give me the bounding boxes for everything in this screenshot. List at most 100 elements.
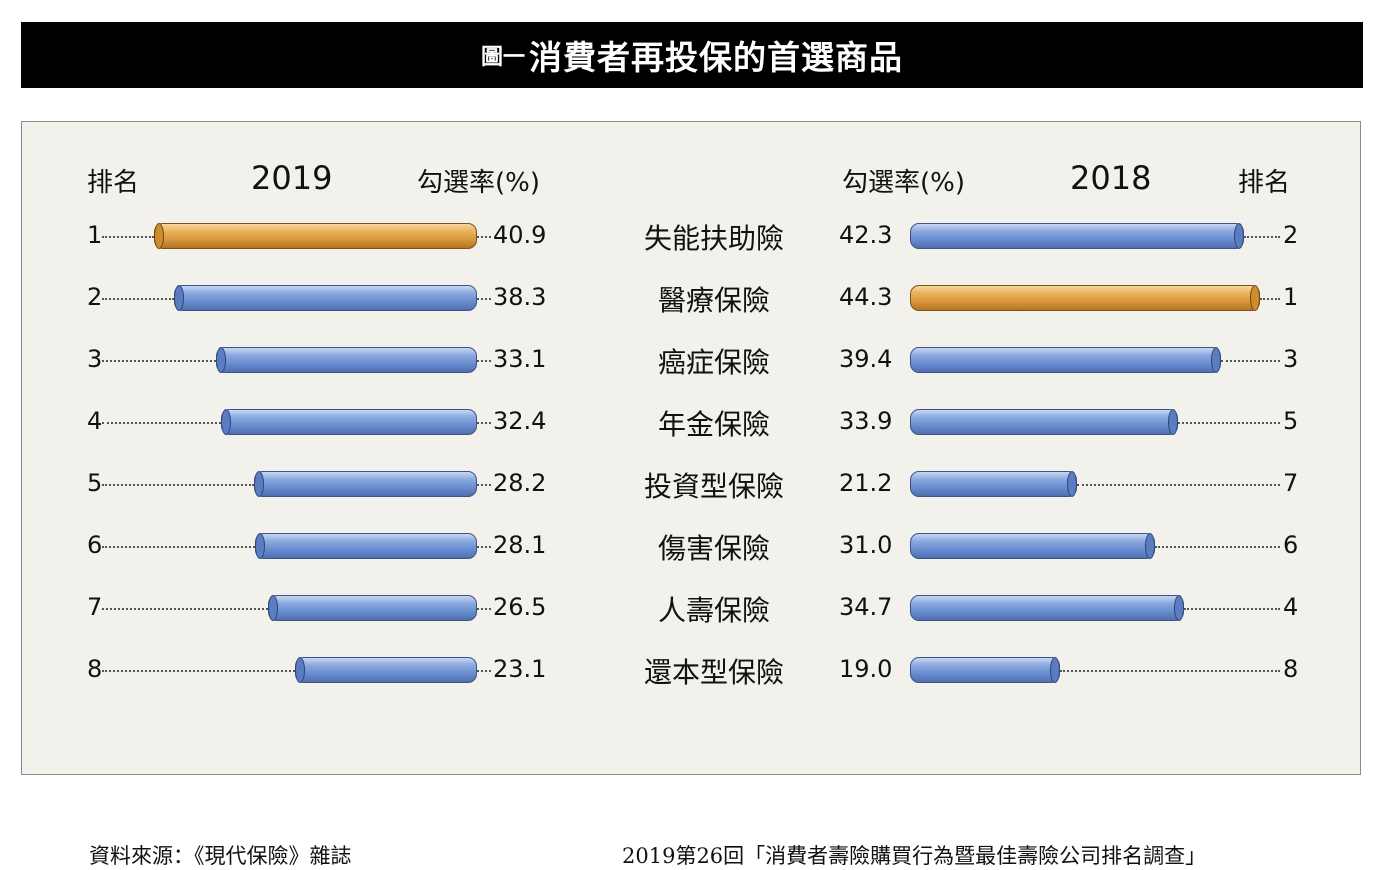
category-label: 失能扶助險 — [643, 222, 784, 255]
value-2018: 39.4 — [839, 345, 893, 373]
bar-cap — [1174, 595, 1185, 621]
leader-line — [477, 608, 491, 610]
leader-line — [477, 546, 491, 548]
leader-line — [102, 298, 175, 300]
title-bar: 圖一 消費者再投保的首選商品 — [21, 22, 1363, 88]
leader-line — [102, 422, 222, 424]
rank-2019: 7 — [87, 593, 103, 621]
bar-2018 — [910, 409, 1178, 435]
leader-line — [1221, 360, 1280, 362]
rank-2019: 8 — [87, 655, 103, 683]
bar-2018 — [910, 595, 1185, 621]
value-2018: 33.9 — [839, 407, 893, 435]
rank-2018: 4 — [1283, 593, 1299, 621]
category-label: 還本型保險 — [643, 656, 784, 689]
bar-cap — [1211, 347, 1222, 373]
bar-cap — [255, 533, 265, 559]
leader-line — [1244, 236, 1280, 238]
rank-2018: 2 — [1283, 221, 1299, 249]
leader-line — [477, 236, 491, 238]
value-2018: 42.3 — [839, 221, 893, 249]
bar-cap — [221, 409, 232, 435]
bar-2019 — [294, 657, 477, 683]
leader-line — [1259, 298, 1280, 300]
bar-2018 — [910, 285, 1260, 311]
leader-line — [1154, 546, 1280, 548]
value-2018: 31.0 — [839, 531, 893, 559]
bar-cap — [215, 347, 226, 373]
value-2019: 32.4 — [493, 407, 547, 435]
chart-panel: 排名 2019 勾選率(%) 勾選率(%) 2018 排名 1 40.9 失能扶助險… — [21, 121, 1361, 868]
leader-line — [477, 484, 491, 486]
bar-2018 — [910, 657, 1061, 683]
rank-2018: 8 — [1283, 655, 1299, 683]
value-2018: 34.7 — [839, 593, 893, 621]
bar-cap — [1249, 285, 1260, 311]
value-2019: 33.1 — [493, 345, 547, 373]
value-2019: 40.9 — [493, 221, 547, 249]
leader-line — [102, 608, 268, 610]
rank-header-right: 排名 — [1238, 168, 1291, 198]
rank-2018: 1 — [1283, 283, 1299, 311]
year-header-right: 2018 — [1070, 159, 1152, 197]
bar-2019 — [174, 285, 477, 311]
value-2019: 28.2 — [493, 469, 547, 497]
bar-cap — [1144, 533, 1155, 559]
value-2018: 19.0 — [839, 655, 893, 683]
value-2019: 23.1 — [493, 655, 547, 683]
leader-line — [477, 670, 491, 672]
rank-2018: 6 — [1283, 531, 1299, 559]
bar-cap — [267, 595, 278, 621]
category-label: 醫療保險 — [657, 284, 770, 317]
rank-2019: 4 — [87, 407, 103, 435]
leader-line — [1184, 608, 1280, 610]
leader-line — [102, 484, 255, 486]
bar-2019 — [153, 223, 477, 249]
leader-line — [477, 422, 491, 424]
category-label: 年金保險 — [657, 408, 770, 441]
category-label: 投資型保險 — [643, 470, 784, 503]
value-2019: 28.1 — [493, 531, 547, 559]
leader-line — [102, 546, 255, 548]
category-label: 人壽保險 — [657, 594, 770, 627]
leader-line — [1177, 422, 1280, 424]
bar-cap — [254, 471, 265, 497]
bar-2019 — [221, 409, 477, 435]
bar-cap — [174, 285, 185, 311]
bar-2018 — [910, 347, 1222, 373]
rank-2018: 7 — [1283, 469, 1299, 497]
survey-note: 2019第26回「消費者壽險購買行為暨最佳壽險公司排名調查」 — [622, 844, 1207, 868]
bar-cap — [294, 657, 305, 683]
bar-2019 — [254, 471, 477, 497]
leader-line — [1060, 670, 1280, 672]
bar-2019 — [215, 347, 477, 373]
figure-number: 圖一 — [480, 45, 525, 70]
leader-line — [102, 670, 295, 672]
rank-2019: 1 — [87, 221, 103, 249]
value-2019: 26.5 — [493, 593, 547, 621]
rate-header-left: 勾選率(%) — [417, 168, 540, 198]
leader-line — [102, 236, 154, 238]
rate-header-right: 勾選率(%) — [842, 168, 965, 198]
bar-cap — [1050, 657, 1061, 683]
rank-2018: 3 — [1283, 345, 1299, 373]
bar-cap — [1167, 409, 1178, 435]
leader-line — [1077, 484, 1280, 486]
leader-line — [477, 360, 491, 362]
bar-2018 — [910, 471, 1078, 497]
bar-cap — [153, 223, 164, 249]
category-label: 癌症保險 — [657, 346, 770, 379]
year-header-left: 2019 — [251, 159, 333, 197]
rank-2019: 5 — [87, 469, 103, 497]
category-label: 傷害保險 — [657, 532, 770, 565]
leader-line — [477, 298, 491, 300]
bar-2018 — [910, 223, 1245, 249]
leader-line — [102, 360, 216, 362]
bar-2018 — [910, 533, 1155, 559]
bar-cap — [1234, 223, 1245, 249]
rank-2019: 2 — [87, 283, 103, 311]
source-note: 資料來源：《現代保險》雜誌 — [89, 844, 352, 868]
value-2018: 21.2 — [839, 469, 893, 497]
value-2019: 38.3 — [493, 283, 547, 311]
chart-title: 消費者再投保的首選商品 — [529, 38, 903, 77]
